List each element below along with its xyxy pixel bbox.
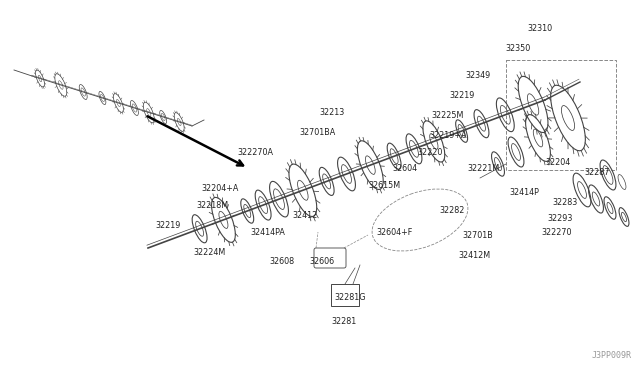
Text: 322270: 322270 [541, 228, 572, 237]
Text: 32282: 32282 [439, 205, 465, 215]
Text: 32350: 32350 [506, 44, 531, 52]
Text: 32701BA: 32701BA [300, 128, 336, 137]
Text: 32220: 32220 [417, 148, 443, 157]
Bar [331, 284, 359, 306]
Text: 32293: 32293 [547, 214, 573, 222]
Text: 32218M: 32218M [196, 201, 228, 209]
Text: 32204+A: 32204+A [202, 183, 239, 192]
Text: 32224M: 32224M [194, 247, 226, 257]
Text: 32221M: 32221M [468, 164, 500, 173]
Text: 322270A: 322270A [237, 148, 273, 157]
Text: 32412: 32412 [292, 211, 317, 219]
Text: 32219: 32219 [449, 90, 475, 99]
Text: 32204: 32204 [545, 157, 571, 167]
Text: 32606: 32606 [309, 257, 335, 266]
Text: 32608: 32608 [269, 257, 294, 266]
Text: 32225M: 32225M [432, 110, 464, 119]
Text: 32412M: 32412M [458, 250, 490, 260]
Text: 32287: 32287 [584, 167, 610, 176]
Text: 32349: 32349 [465, 71, 491, 80]
Text: 32219: 32219 [156, 221, 180, 230]
Text: 32615M: 32615M [368, 180, 400, 189]
Text: 32414P: 32414P [509, 187, 539, 196]
Text: 32281G: 32281G [334, 294, 365, 302]
Text: 32283: 32283 [552, 198, 578, 206]
Text: 32414PA: 32414PA [251, 228, 285, 237]
Text: 32219+A: 32219+A [429, 131, 467, 140]
Text: 32604+F: 32604+F [377, 228, 413, 237]
Text: 32604: 32604 [392, 164, 417, 173]
Text: J3PP009R: J3PP009R [592, 351, 632, 360]
Text: 32310: 32310 [527, 23, 552, 32]
Text: 32701B: 32701B [463, 231, 493, 240]
Text: 32213: 32213 [319, 108, 344, 116]
Text: 32281: 32281 [332, 317, 356, 327]
